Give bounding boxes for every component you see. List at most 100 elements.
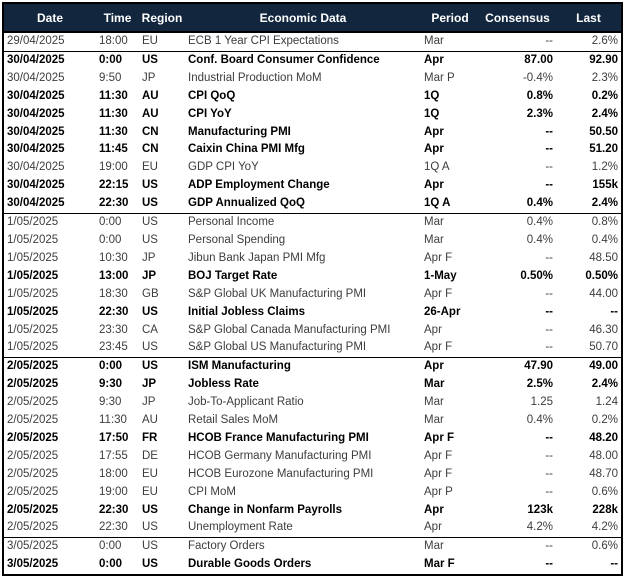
cell-consensus: -- [479, 556, 556, 575]
header-row: Date Time Region Economic Data Period Co… [4, 4, 621, 33]
cell-region: US [139, 357, 185, 377]
cell-consensus: -- [479, 483, 556, 502]
cell-date: 2/05/2025 [4, 376, 96, 395]
cell-consensus: -- [479, 177, 556, 196]
cell-last: 0.6% [556, 483, 621, 502]
cell-time: 22:30 [96, 303, 139, 322]
cell-consensus: -- [479, 32, 556, 52]
cell-last: 1.2% [556, 159, 621, 178]
cell-consensus: 0.4% [479, 213, 556, 232]
table-row: 1/05/2025 0:00 US Personal Spending Mar 0.4% 0… [4, 231, 621, 250]
cell-region: US [139, 195, 185, 214]
table-row: 3/05/2025 0:00 US Factory Orders Mar -- 0.6% [4, 537, 621, 557]
cell-date: 30/04/2025 [4, 105, 96, 124]
cell-consensus: 123k [479, 501, 556, 520]
cell-event: CPI YoY [185, 105, 421, 124]
cell-period: Apr F [421, 249, 479, 268]
cell-period: 1Q A [421, 159, 479, 178]
cell-region: CN [139, 123, 185, 142]
cell-time: 22:30 [96, 519, 139, 538]
cell-period: Apr F [421, 339, 479, 358]
table-row: 30/04/2025 19:00 EU GDP CPI YoY 1Q A -- 1.2% [4, 159, 621, 178]
cell-date: 2/05/2025 [4, 429, 96, 448]
cell-period: Apr [421, 123, 479, 142]
cell-last: 46.30 [556, 321, 621, 340]
cell-time: 18:00 [96, 32, 139, 52]
cell-event: Unemployment Rate [185, 519, 421, 538]
cell-date: 2/05/2025 [4, 501, 96, 520]
table-row: 1/05/2025 0:00 US Personal Income Mar 0.4% 0.8… [4, 213, 621, 232]
cell-date: 30/04/2025 [4, 123, 96, 142]
cell-event: Industrial Production MoM [185, 69, 421, 88]
cell-date: 2/05/2025 [4, 483, 96, 502]
cell-consensus: -- [479, 537, 556, 557]
cell-event: BOJ Target Rate [185, 267, 421, 286]
cell-last: 0.2% [556, 87, 621, 106]
cell-date: 1/05/2025 [4, 285, 96, 304]
cell-event: S&P Global Canada Manufacturing PMI [185, 321, 421, 340]
cell-consensus: -- [479, 159, 556, 178]
cell-period: Mar [421, 376, 479, 395]
cell-period: Apr [421, 321, 479, 340]
cell-last: 92.90 [556, 50, 621, 70]
cell-consensus: -- [479, 123, 556, 142]
cell-consensus: -- [479, 303, 556, 322]
cell-date: 30/04/2025 [4, 195, 96, 214]
cell-event: Change in Nonfarm Payrolls [185, 501, 421, 520]
cell-last: 4.2% [556, 519, 621, 538]
column-header-economic-data: Economic Data [185, 4, 421, 33]
cell-event: HCOB Germany Manufacturing PMI [185, 447, 421, 466]
cell-consensus: 0.8% [479, 87, 556, 106]
cell-consensus: 0.4% [479, 412, 556, 430]
cell-date: 30/04/2025 [4, 177, 96, 196]
cell-date: 30/04/2025 [4, 159, 96, 178]
table-row: 1/05/2025 23:30 CA S&P Global Canada Manufa… [4, 321, 621, 340]
cell-last: -- [556, 303, 621, 322]
cell-last: 48.00 [556, 447, 621, 466]
cell-period: Mar [421, 537, 479, 557]
cell-date: 30/04/2025 [4, 50, 96, 70]
cell-date: 2/05/2025 [4, 447, 96, 466]
cell-consensus: -- [479, 465, 556, 484]
cell-date: 1/05/2025 [4, 321, 96, 340]
cell-time: 9:30 [96, 394, 139, 413]
cell-region: DE [139, 447, 185, 466]
cell-consensus: 0.4% [479, 231, 556, 250]
cell-region: US [139, 537, 185, 557]
cell-time: 17:50 [96, 429, 139, 448]
cell-region: EU [139, 32, 185, 52]
cell-period: 1Q [421, 87, 479, 106]
cell-period: Apr [421, 357, 479, 377]
cell-last: 44.00 [556, 285, 621, 304]
cell-region: US [139, 50, 185, 70]
cell-event: ADP Employment Change [185, 177, 421, 196]
table-row: 2/05/2025 19:00 EU CPI MoM Apr P -- 0.6% [4, 483, 621, 502]
cell-time: 23:45 [96, 339, 139, 358]
cell-time: 11:30 [96, 123, 139, 142]
cell-consensus: -0.4% [479, 69, 556, 88]
cell-event: Job-To-Applicant Ratio [185, 394, 421, 413]
cell-event: CPI QoQ [185, 87, 421, 106]
cell-period: Mar [421, 32, 479, 52]
cell-time: 11:30 [96, 412, 139, 430]
cell-event: S&P Global UK Manufacturing PMI [185, 285, 421, 304]
cell-period: Mar [421, 213, 479, 232]
cell-consensus: -- [479, 447, 556, 466]
cell-last: 2.4% [556, 195, 621, 214]
cell-period: Apr F [421, 465, 479, 484]
cell-date: 2/05/2025 [4, 519, 96, 538]
cell-last: 49.00 [556, 357, 621, 377]
cell-period: Mar P [421, 69, 479, 88]
cell-event: CPI MoM [185, 483, 421, 502]
cell-region: JP [139, 69, 185, 88]
cell-date: 3/05/2025 [4, 537, 96, 557]
cell-period: Apr F [421, 285, 479, 304]
cell-consensus: -- [479, 339, 556, 358]
table-row: 2/05/2025 22:30 US Unemployment Rate Apr 4.2%… [4, 519, 621, 538]
cell-date: 1/05/2025 [4, 231, 96, 250]
cell-period: 1Q [421, 105, 479, 124]
cell-region: AU [139, 412, 185, 430]
table-row: 1/05/2025 13:00 JP BOJ Target Rate 1-May 0.50… [4, 267, 621, 286]
cell-time: 0:00 [96, 357, 139, 377]
